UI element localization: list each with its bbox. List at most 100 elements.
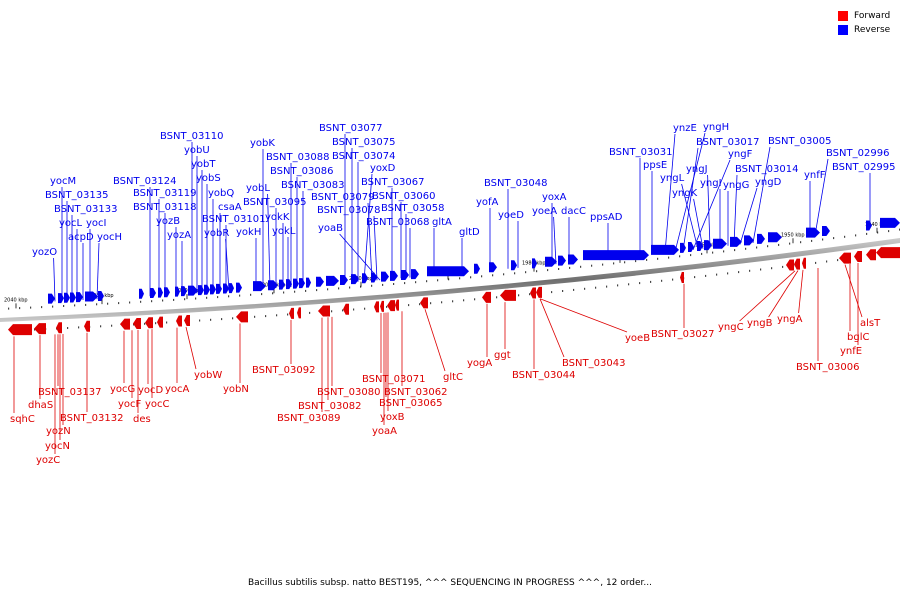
reverse-gene-arrow (306, 277, 311, 288)
axis-tick-bottom (628, 283, 630, 286)
reverse-leader-line (752, 146, 771, 243)
reverse-leader-line (681, 183, 699, 250)
forward-gene-label: yocA (165, 384, 190, 395)
axis-tick-top (547, 269, 549, 272)
reverse-gene-label: yozO (32, 247, 57, 258)
axis-tick-top (690, 254, 692, 257)
reverse-gene-label: ynzE (673, 123, 697, 134)
forward-gene-arrow (176, 315, 182, 327)
forward-gene-label: des (133, 414, 151, 425)
axis-tick-top (294, 290, 296, 293)
reverse-gene-arrow (326, 275, 339, 286)
axis-tick-top (558, 268, 560, 270)
reverse-gene-label: gltA (432, 217, 452, 228)
reverse-gene-label: yobT (191, 159, 216, 170)
axis-tick-top (250, 293, 252, 296)
reverse-gene-arrow (316, 276, 324, 287)
axis-tick-bottom (144, 322, 146, 325)
axis-tick-bottom (276, 314, 278, 317)
forward-gene-label: yoaA (372, 426, 397, 437)
forward-gene-label: yocD (138, 385, 164, 396)
reverse-gene-arrow (188, 285, 198, 296)
axis-tick-bottom (694, 276, 696, 279)
forward-gene-label: BSNT_03132 (60, 413, 123, 424)
reverse-leader-line (739, 187, 758, 245)
reverse-gene-label: BSNT_03060 (372, 191, 435, 202)
axis-tick-top (734, 249, 736, 252)
reverse-leader-line (373, 215, 378, 281)
reverse-gene-label: BSNT_03048 (484, 178, 547, 189)
forward-gene-arrow (84, 320, 90, 332)
axis-tick-top (382, 283, 384, 286)
forward-gene-label: BSNT_03071 (362, 374, 425, 385)
axis-tick-bottom (111, 324, 113, 327)
reverse-gene-label: BSNT_03079 (311, 192, 374, 203)
forward-gene-arrow (297, 307, 301, 319)
axis-tick-top (96, 303, 98, 306)
forward-gene-label: yngB (747, 318, 773, 329)
axis-tick-bottom (573, 288, 575, 291)
axis-tick-bottom (265, 315, 267, 318)
axis-tick-bottom (496, 296, 498, 299)
axis-tick-top (514, 272, 516, 275)
reverse-gene-label: yozB (156, 216, 180, 227)
reverse-gene-arrow (164, 287, 170, 298)
forward-gene-label: yocC (145, 399, 170, 410)
forward-gene-label: yocG (110, 384, 135, 395)
axis-tick-top (723, 250, 725, 253)
axis-tick-top (624, 261, 626, 264)
axis-tick-top (151, 300, 153, 303)
axis-tick-bottom (287, 313, 289, 316)
axis-tick-top (206, 296, 208, 299)
forward-gene-label: yocF (118, 399, 142, 410)
forward-gene-arrow (794, 258, 800, 270)
forward-gene-label: BSNT_03092 (252, 365, 315, 376)
forward-gene-label: yobW (194, 370, 222, 381)
axis-tick-top (283, 291, 285, 294)
axis-tick-bottom (34, 328, 36, 331)
axis-tick-top (657, 257, 659, 260)
axis-tick-bottom (672, 278, 674, 281)
reverse-gene-arrow (757, 233, 765, 244)
forward-gene-label: dhaS (28, 400, 53, 411)
reverse-gene-arrow (229, 283, 234, 294)
reverse-gene-label: BSNT_03014 (735, 164, 798, 175)
forward-leader-line (185, 326, 197, 370)
reverse-gene-arrow (236, 282, 242, 293)
axis-tick-top (261, 293, 263, 296)
reverse-gene-arrow (688, 242, 694, 253)
axis-tick-bottom (661, 279, 663, 282)
axis-tick-top (272, 292, 274, 295)
axis-tick-top (74, 304, 76, 307)
reverse-gene-arrow (150, 288, 156, 299)
reverse-gene-label: BSNT_03088 (266, 152, 329, 163)
forward-gene-arrow (839, 252, 851, 264)
reverse-gene-arrow (822, 226, 830, 237)
reverse-gene-label: yngH (703, 122, 729, 133)
reverse-gene-arrow (768, 232, 782, 243)
forward-gene-arrow (157, 316, 163, 328)
axis-tick-bottom (155, 322, 157, 325)
reverse-gene-label: yngG (723, 180, 749, 191)
forward-gene-arrow (786, 259, 794, 271)
axis-tick-bottom (518, 294, 520, 297)
reverse-gene-arrow (181, 286, 187, 297)
reverse-gene-arrow (381, 271, 389, 282)
axis-tick-bottom (133, 323, 135, 326)
reverse-gene-arrow (806, 227, 820, 238)
forward-gene-label: yobN (223, 384, 249, 395)
legend-reverse: Reverse (838, 23, 890, 37)
forward-gene-arrow (680, 272, 684, 284)
reverse-gene-label: yobR (204, 228, 229, 239)
axis-tick-top (833, 237, 835, 240)
forward-gene-label: gltC (443, 372, 463, 383)
reverse-gene-label: yoeA (532, 206, 557, 217)
reverse-gene-label: yokH (236, 227, 261, 238)
reverse-swatch (838, 25, 848, 35)
axis-tick-top (129, 301, 131, 304)
forward-gene-label: BSNT_03062 (384, 387, 447, 398)
reverse-gene-label: BSNT_03135 (45, 190, 108, 201)
reverse-gene-label: yobL (246, 183, 270, 194)
axis-tick-top (756, 246, 758, 249)
reverse-leader-line (367, 202, 373, 281)
